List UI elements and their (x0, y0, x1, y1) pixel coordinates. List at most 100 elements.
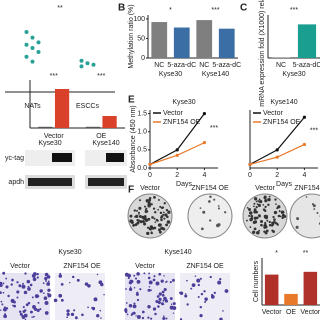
cell (194, 275, 197, 277)
cell (199, 277, 202, 280)
cell (136, 272, 140, 276)
colony-label: Vector (140, 185, 161, 192)
cell (5, 307, 9, 310)
colony-dot (148, 227, 152, 230)
cell (128, 304, 133, 308)
transwell-group: Kyse30 (58, 249, 81, 256)
colony-dot (209, 219, 212, 222)
cell (100, 317, 102, 319)
colony-label: Vector (255, 185, 276, 192)
cell (27, 285, 30, 288)
cell (204, 297, 208, 301)
dot (85, 61, 90, 66)
dot (24, 30, 29, 34)
cell (23, 285, 26, 287)
x-tick-label: 5-aza-dC (293, 62, 320, 69)
cell (22, 306, 25, 309)
colony-dot (264, 214, 267, 217)
cell (149, 289, 152, 292)
colony-dot (133, 209, 136, 212)
cell (53, 298, 58, 303)
cell (210, 293, 214, 297)
dot (24, 54, 29, 59)
x-tick-label: Vector (262, 309, 283, 316)
cell (158, 292, 162, 296)
transwell-label: ZNF154 OE (186, 263, 224, 270)
colony-dot (158, 228, 161, 232)
cell (163, 315, 165, 318)
cell (163, 275, 165, 277)
cell (91, 306, 94, 309)
cell (103, 293, 105, 296)
cell (69, 281, 71, 284)
colony-dot (246, 207, 249, 209)
cell (172, 312, 175, 314)
x-tick-label: NC (276, 62, 286, 69)
colony-dot (272, 215, 275, 219)
cell (147, 316, 150, 319)
x-tick-label: ESCCs (76, 103, 99, 110)
cell (46, 282, 51, 286)
blot-label: apdh (8, 179, 24, 186)
colony-dot (252, 220, 256, 224)
cell (98, 280, 103, 285)
y-axis-label: Cell numbers (253, 260, 260, 302)
cell (127, 273, 132, 278)
colony-dot (295, 225, 299, 229)
dot (91, 62, 96, 67)
panel-label: F (128, 185, 134, 196)
colony-label: ZNF154 OE (191, 185, 229, 192)
cell (171, 278, 175, 282)
cell (47, 280, 50, 283)
colony-dot (253, 202, 256, 205)
cell (76, 278, 80, 282)
colony-dot (282, 211, 285, 214)
cell (13, 304, 17, 308)
chart-title: Kyse30 (172, 99, 195, 106)
annotation: ** (303, 250, 309, 257)
dot (30, 35, 35, 40)
cell (141, 316, 145, 320)
colony-dot (146, 231, 150, 236)
cell (0, 291, 2, 294)
colony-dot (253, 205, 255, 208)
bar (196, 20, 213, 58)
colony-dot (259, 200, 263, 204)
cell (134, 277, 138, 280)
colony-dot (145, 207, 148, 210)
colony-dot (151, 227, 153, 230)
colony-dot (199, 207, 202, 209)
colony-dot (166, 220, 171, 224)
colony-dot (208, 200, 211, 203)
colony-dot (258, 198, 261, 201)
colony-dot (273, 218, 276, 221)
panel-label: B (118, 3, 125, 14)
point (248, 162, 252, 166)
colony-dot (268, 195, 271, 198)
colony-dot (256, 203, 259, 206)
colony-dot (138, 206, 142, 210)
cell (58, 274, 63, 278)
bar (218, 28, 235, 58)
cell (219, 317, 223, 320)
cell (125, 310, 128, 314)
colony-dot (264, 223, 267, 226)
colony-dot (255, 200, 258, 203)
cell (157, 300, 161, 305)
dot (36, 40, 41, 45)
colony-dot (249, 211, 253, 215)
colony-dot (163, 211, 165, 214)
dot (79, 64, 84, 69)
colony-dot (253, 227, 257, 231)
colony-dot (264, 216, 269, 220)
cell (170, 303, 173, 305)
plate (187, 193, 233, 239)
y-tick-label: 0.5 (137, 147, 147, 154)
bar (284, 293, 298, 305)
cell (128, 287, 133, 291)
cell (43, 292, 45, 294)
blot-label: yc-tag (5, 155, 24, 162)
cell (147, 276, 151, 280)
colony-dot (209, 195, 212, 199)
colony-dot (138, 213, 140, 215)
